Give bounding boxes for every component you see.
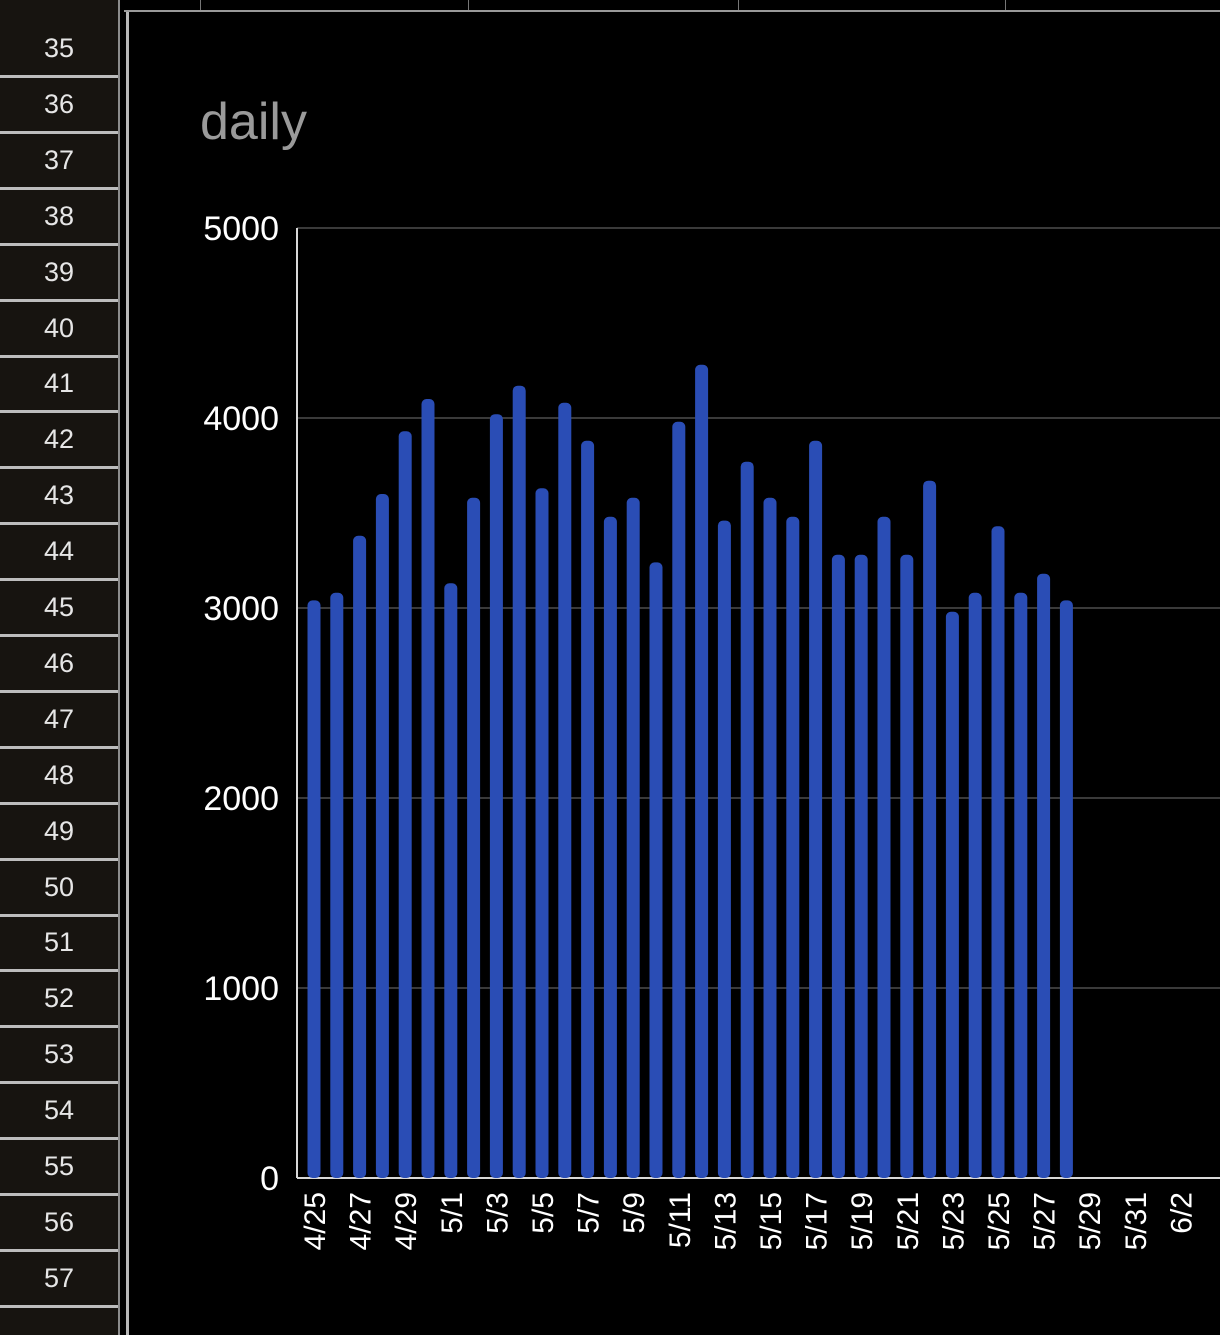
bar-4/26[interactable]: [330, 592, 344, 1178]
bar-5/27[interactable]: [1037, 573, 1051, 1178]
x-tick-label: 4/29: [390, 1192, 423, 1250]
bar-4/30[interactable]: [421, 399, 435, 1178]
y-tick-label: 5000: [203, 210, 279, 248]
bar-5/17[interactable]: [809, 440, 823, 1178]
bar-5/8[interactable]: [603, 516, 617, 1178]
x-tick-label: 5/25: [983, 1192, 1016, 1250]
x-tick-label: 5/9: [618, 1192, 651, 1234]
x-tick-label: 5/27: [1029, 1192, 1062, 1250]
bar-5/4[interactable]: [512, 385, 526, 1178]
y-tick-label: 1000: [203, 970, 279, 1008]
bar-5/28[interactable]: [1059, 600, 1073, 1178]
row-header-48[interactable]: 48: [0, 749, 118, 805]
row-header-40[interactable]: 40: [0, 302, 118, 358]
row-header-35[interactable]: 35: [0, 22, 118, 78]
row-header-56[interactable]: 56: [0, 1196, 118, 1252]
row-header-55[interactable]: 55: [0, 1140, 118, 1196]
x-tick-label: 5/19: [846, 1192, 879, 1250]
row-header-51[interactable]: 51: [0, 916, 118, 973]
row-header-38[interactable]: 38: [0, 190, 118, 246]
x-tick-label: 4/25: [299, 1192, 332, 1250]
bar-5/1[interactable]: [444, 583, 458, 1178]
x-tick-label: 5/13: [709, 1192, 742, 1250]
gutter-divider: [120, 0, 124, 1335]
y-tick-label: 4000: [203, 400, 279, 438]
bar-5/21[interactable]: [900, 554, 914, 1178]
bar-5/10[interactable]: [649, 562, 663, 1178]
x-tick-label: 5/23: [937, 1192, 970, 1250]
row-header-39[interactable]: 39: [0, 246, 118, 302]
chart-title: daily: [200, 93, 307, 151]
row-header-45[interactable]: 45: [0, 581, 118, 637]
y-tick-label: 2000: [203, 780, 279, 818]
bar-5/24[interactable]: [968, 592, 982, 1178]
bar-4/28[interactable]: [375, 494, 389, 1178]
x-tick-label: 5/7: [573, 1192, 606, 1234]
bar-5/11[interactable]: [672, 421, 686, 1178]
row-header-50[interactable]: 50: [0, 861, 118, 917]
y-tick-label: 3000: [203, 590, 279, 628]
bar-5/19[interactable]: [854, 554, 868, 1178]
row-header-43[interactable]: 43: [0, 469, 118, 526]
row-header-36[interactable]: 36: [0, 78, 118, 134]
bar-5/15[interactable]: [763, 497, 777, 1178]
bar-5/12[interactable]: [695, 364, 709, 1178]
bar-5/7[interactable]: [581, 440, 595, 1178]
bar-5/20[interactable]: [877, 516, 891, 1178]
bar-5/9[interactable]: [626, 497, 640, 1178]
row-header-46[interactable]: 46: [0, 637, 118, 693]
bar-5/2[interactable]: [467, 497, 481, 1178]
x-tick-label: 5/3: [481, 1192, 514, 1234]
bar-5/26[interactable]: [1014, 592, 1028, 1178]
bar-5/16[interactable]: [786, 516, 800, 1178]
cell-border: [738, 0, 739, 10]
row-header-41[interactable]: 41: [0, 357, 118, 414]
x-tick-label: 5/1: [436, 1192, 469, 1234]
bar-5/22[interactable]: [923, 480, 937, 1178]
sheet-cells-strip[interactable]: [124, 0, 1220, 12]
row-header-gutter: 35 36 37 38 39 40 41 42 43 44 45 46 47 48 49 50 51 52 53 54…: [0, 0, 120, 1335]
row-header-42[interactable]: 42: [0, 413, 118, 470]
cell-border: [1005, 0, 1006, 10]
bar-5/25[interactable]: [991, 526, 1005, 1178]
bar-5/6[interactable]: [558, 402, 572, 1178]
x-tick-label: 4/27: [345, 1192, 378, 1250]
row-header-57[interactable]: 57: [0, 1252, 118, 1308]
x-tick-label: 5/5: [527, 1192, 560, 1234]
x-tick-label: 5/31: [1120, 1192, 1153, 1250]
row-header-52[interactable]: 52: [0, 972, 118, 1029]
row-header-44[interactable]: 44: [0, 525, 118, 582]
row-header-49[interactable]: 49: [0, 805, 118, 861]
cell-border: [468, 0, 469, 10]
row-header-47[interactable]: 47: [0, 693, 118, 749]
bar-5/5[interactable]: [535, 488, 549, 1178]
bar-5/18[interactable]: [831, 554, 845, 1178]
row-header-54[interactable]: 54: [0, 1084, 118, 1141]
bar-5/23[interactable]: [945, 611, 959, 1178]
bar-4/25[interactable]: [307, 600, 321, 1178]
bar-4/29[interactable]: [398, 431, 412, 1178]
bar-5/14[interactable]: [740, 461, 754, 1178]
x-tick-label: 5/15: [755, 1192, 788, 1250]
cell-border: [200, 0, 201, 10]
x-tick-label: 6/2: [1165, 1192, 1198, 1234]
y-tick-label: 0: [260, 1160, 279, 1198]
x-tick-label: 5/21: [892, 1192, 925, 1250]
bar-4/27[interactable]: [353, 535, 367, 1178]
bar-5/3[interactable]: [489, 414, 503, 1178]
row-header-37[interactable]: 37: [0, 134, 118, 190]
x-tick-label: 5/17: [801, 1192, 834, 1250]
row-header-53[interactable]: 53: [0, 1028, 118, 1085]
bar-5/13[interactable]: [717, 520, 731, 1178]
x-tick-label: 5/29: [1074, 1192, 1107, 1250]
x-tick-label: 5/11: [664, 1192, 697, 1248]
